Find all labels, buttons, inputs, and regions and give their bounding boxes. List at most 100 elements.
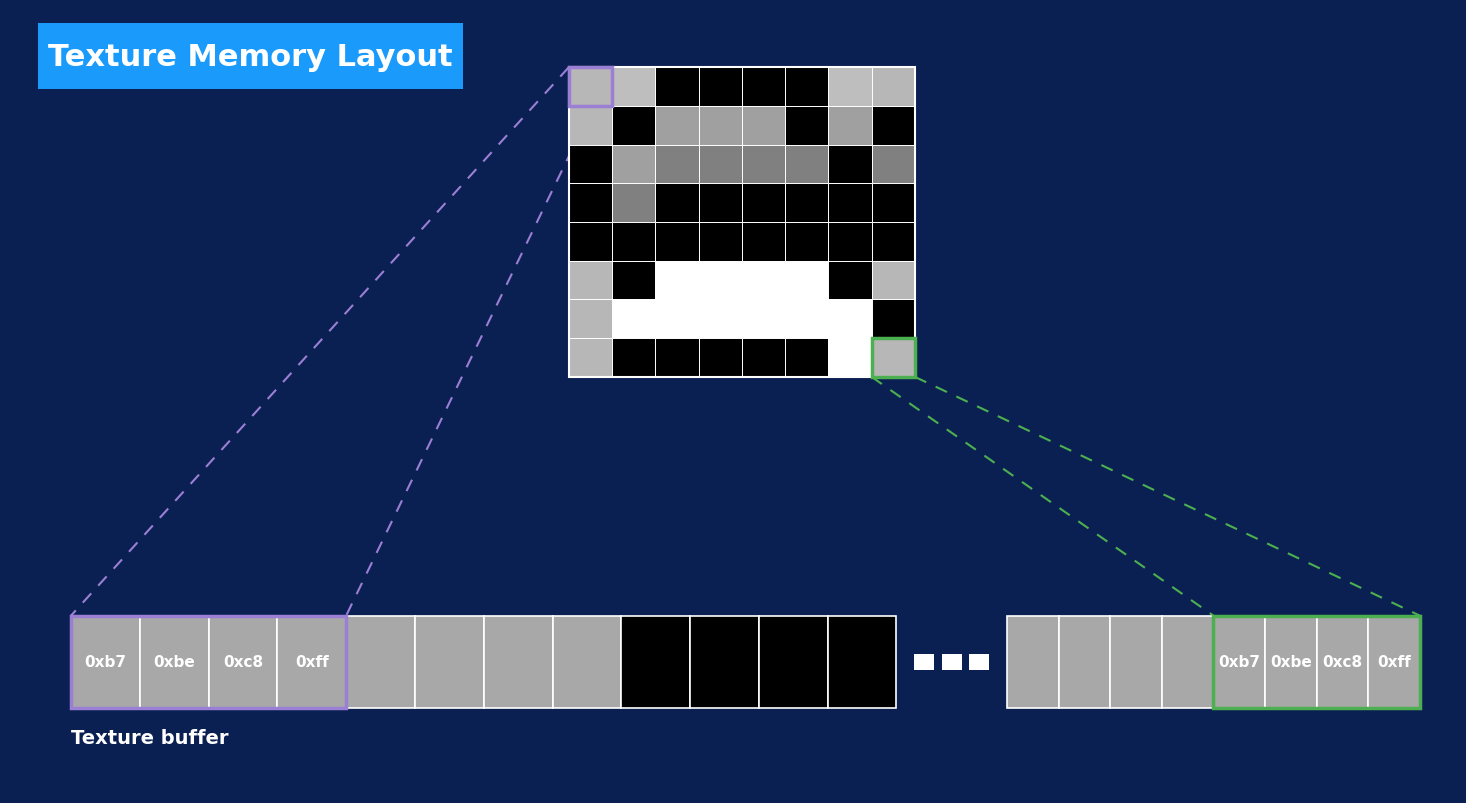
Bar (828, 222, 872, 262)
Bar (742, 262, 786, 300)
Bar (872, 184, 915, 222)
Bar (569, 300, 611, 339)
Bar (698, 107, 742, 145)
Bar (569, 68, 611, 107)
Bar (698, 262, 742, 300)
Bar (655, 184, 698, 222)
Bar (70, 616, 139, 708)
Bar (611, 300, 655, 339)
Bar (655, 300, 698, 339)
Bar (872, 300, 915, 339)
Bar (786, 339, 828, 377)
Bar (569, 68, 611, 107)
Bar (569, 107, 611, 145)
Bar (742, 339, 786, 377)
Bar (828, 68, 872, 107)
Bar (346, 616, 415, 708)
Bar (70, 616, 346, 708)
Bar (208, 616, 277, 708)
Bar (872, 68, 915, 107)
Bar (742, 145, 786, 184)
Text: 0xc8: 0xc8 (1322, 654, 1362, 670)
Bar (569, 184, 611, 222)
Bar (1007, 616, 1058, 708)
Bar (622, 616, 690, 708)
Bar (1007, 616, 1421, 708)
Bar (1265, 616, 1316, 708)
Bar (786, 107, 828, 145)
Bar (742, 68, 786, 107)
Bar (698, 145, 742, 184)
Bar (553, 616, 622, 708)
Bar (698, 184, 742, 222)
Bar (828, 107, 872, 145)
Bar (872, 339, 915, 377)
Bar (941, 654, 962, 671)
Bar (872, 262, 915, 300)
Bar (1214, 616, 1421, 708)
Bar (1214, 616, 1265, 708)
Bar (698, 300, 742, 339)
Bar (698, 222, 742, 262)
Bar (1368, 616, 1421, 708)
Bar (828, 184, 872, 222)
Bar (569, 68, 915, 377)
Bar (786, 222, 828, 262)
Bar (742, 107, 786, 145)
Bar (698, 68, 742, 107)
Bar (569, 145, 611, 184)
Bar (969, 654, 990, 671)
Bar (759, 616, 828, 708)
Bar (655, 222, 698, 262)
Bar (828, 616, 897, 708)
Text: 0xff: 0xff (295, 654, 328, 670)
Bar (611, 222, 655, 262)
Bar (655, 145, 698, 184)
Bar (1110, 616, 1163, 708)
Bar (70, 616, 897, 708)
Bar (611, 262, 655, 300)
Bar (786, 145, 828, 184)
Bar (611, 145, 655, 184)
Bar (828, 339, 872, 377)
Bar (569, 262, 611, 300)
Bar (611, 107, 655, 145)
Text: Texture buffer: Texture buffer (70, 728, 229, 748)
Bar (786, 184, 828, 222)
Bar (828, 300, 872, 339)
Text: 0xff: 0xff (1377, 654, 1410, 670)
Bar (786, 262, 828, 300)
Bar (690, 616, 759, 708)
Bar (569, 339, 611, 377)
Text: 0xbe: 0xbe (1270, 654, 1312, 670)
Text: 0xb7: 0xb7 (1218, 654, 1261, 670)
Text: 0xc8: 0xc8 (223, 654, 262, 670)
Bar (611, 339, 655, 377)
Bar (698, 339, 742, 377)
Bar (611, 68, 655, 107)
Bar (872, 339, 915, 377)
Bar (1163, 616, 1214, 708)
Bar (786, 300, 828, 339)
Bar (828, 262, 872, 300)
Bar (484, 616, 553, 708)
Bar (742, 184, 786, 222)
Bar (786, 68, 828, 107)
Bar (872, 222, 915, 262)
Bar (139, 616, 208, 708)
Bar (415, 616, 484, 708)
Text: 0xb7: 0xb7 (85, 654, 126, 670)
Bar (569, 222, 611, 262)
Bar (38, 24, 463, 90)
Bar (872, 145, 915, 184)
Text: Texture Memory Layout: Texture Memory Layout (48, 43, 453, 71)
Bar (828, 145, 872, 184)
Bar (611, 184, 655, 222)
Bar (1058, 616, 1110, 708)
Bar (915, 654, 934, 671)
Bar (742, 300, 786, 339)
Bar (655, 262, 698, 300)
Bar (872, 107, 915, 145)
Bar (1316, 616, 1368, 708)
Bar (655, 68, 698, 107)
